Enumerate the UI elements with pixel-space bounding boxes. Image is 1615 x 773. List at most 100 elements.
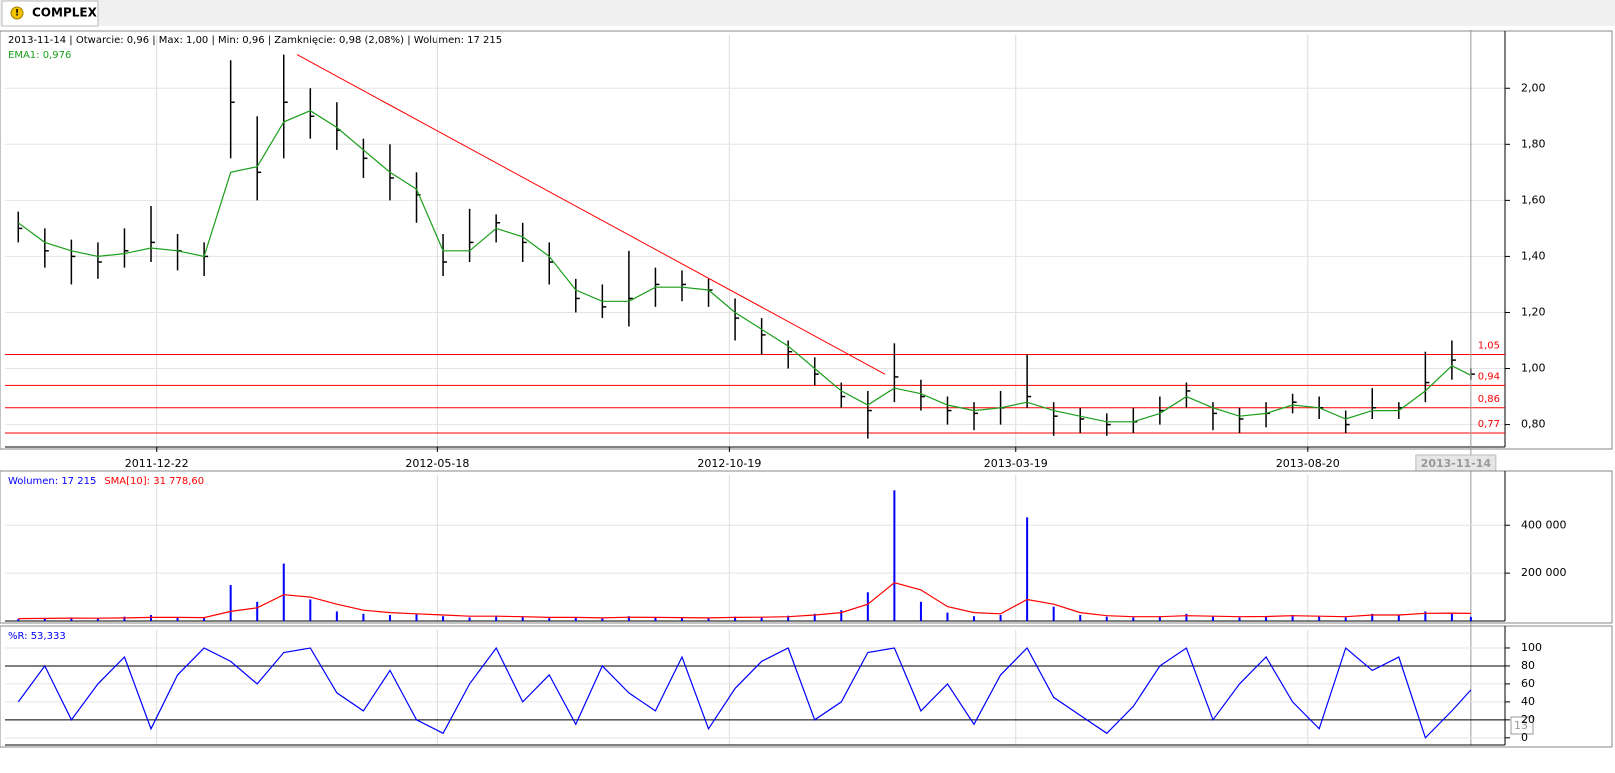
level-label: 0,86: [1478, 394, 1500, 405]
level-label: 1,05: [1478, 341, 1500, 352]
volume-bar: [468, 617, 471, 621]
volume-bar: [1238, 617, 1241, 621]
level-label: 0,77: [1478, 419, 1500, 430]
volume-bar: [707, 618, 710, 621]
volume-bar: [1424, 611, 1427, 621]
volume-bar: [176, 617, 179, 621]
volume-bar: [150, 615, 153, 621]
volume-bar: [17, 619, 20, 621]
volume-bar: [548, 618, 551, 621]
series-line: [17, 110, 1472, 423]
volume-bar: [787, 615, 790, 621]
volume-bar: [1371, 613, 1374, 621]
volume-bar: [309, 599, 312, 621]
volume-bar: [1318, 616, 1321, 621]
volume-bar: [1026, 517, 1029, 621]
volume-bar: [601, 618, 604, 621]
y-tick-label: 1,60: [1521, 193, 1546, 206]
trend-line: [296, 54, 886, 375]
volume-bar: [415, 614, 418, 621]
volume-bar: [495, 615, 498, 621]
volume-bar: [335, 611, 338, 621]
volume-bar: [203, 618, 206, 621]
legend-entry: %R: 53,333: [8, 631, 66, 642]
x-tick-label: 2012-05-18: [405, 457, 469, 470]
volume-bar: [1450, 612, 1453, 621]
volume-bar: [946, 612, 949, 621]
volume-bar: [919, 601, 922, 621]
x-tick-label: 2011-12-22: [125, 457, 189, 470]
y-tick-label: 1,00: [1521, 362, 1546, 375]
volume-bar: [70, 617, 73, 621]
volume-bar: [1052, 606, 1055, 621]
cursor-label: 2013-11-14: [1421, 457, 1492, 470]
panel: [0, 30, 1613, 450]
volume-bar: [813, 613, 816, 621]
volume-bar: [1132, 617, 1135, 621]
corner-label: 13: [1514, 719, 1528, 732]
volume-bar: [1105, 616, 1108, 621]
level-label: 0,94: [1478, 371, 1500, 382]
volume-bar: [1469, 616, 1472, 621]
y-tick-label: 400 000: [1521, 518, 1567, 531]
volume-bar: [1211, 616, 1214, 621]
volume-bar: [96, 618, 99, 621]
legend-entry: SMA[10]: 31 778,60: [104, 476, 204, 487]
warning-mark: !: [15, 9, 19, 19]
volume-bar: [1291, 615, 1294, 621]
y-tick-label: 1,80: [1521, 137, 1546, 150]
volume-bar: [574, 617, 577, 621]
volume-bar: [229, 585, 232, 621]
volume-bar: [627, 616, 630, 621]
x-tick-label: 2013-03-19: [984, 457, 1048, 470]
y-tick-label: 100: [1521, 641, 1542, 654]
volume-bar: [282, 563, 285, 621]
volume-bar: [680, 618, 683, 621]
volume-bar: [388, 615, 391, 621]
volume-bar: [840, 610, 843, 621]
x-tick-label: 2012-10-19: [697, 457, 761, 470]
y-tick-label: 40: [1521, 695, 1535, 708]
series-line: [18, 582, 1471, 620]
panel: [0, 625, 1613, 748]
volume-bar: [866, 592, 869, 621]
y-tick-label: 20: [1521, 713, 1535, 726]
y-tick-label: 0,80: [1521, 418, 1546, 431]
series-line: [17, 646, 1472, 739]
volume-bar: [760, 617, 763, 621]
x-tick-label: 2013-08-20: [1276, 457, 1340, 470]
warning-icon: [10, 6, 24, 20]
y-tick-label: 200 000: [1521, 566, 1567, 579]
legend-entry: Wolumen: 17 215: [8, 476, 96, 487]
volume-bar: [734, 616, 737, 621]
volume-bar: [893, 490, 896, 621]
info-line: 2013-11-14 | Otwarcie: 0,96 | Max: 1,00 …: [8, 35, 502, 46]
volume-bar: [362, 613, 365, 621]
volume-bar: [43, 618, 46, 621]
volume-bar: [1344, 617, 1347, 621]
y-tick-label: 2,00: [1521, 81, 1546, 94]
tab-title[interactable]: COMPLEX: [32, 6, 98, 20]
y-tick-label: 1,40: [1521, 249, 1546, 262]
volume-bar: [999, 615, 1002, 621]
volume-bar: [123, 616, 126, 621]
volume-bar: [654, 617, 657, 621]
volume-bar: [1397, 615, 1400, 621]
legend-entry: EMA1: 0,976: [8, 50, 71, 61]
volume-bar: [1158, 616, 1161, 621]
volume-bar: [973, 616, 976, 621]
volume-bar: [1265, 616, 1268, 621]
panel: [0, 470, 1613, 624]
y-tick-label: 0: [1521, 731, 1528, 744]
volume-bar: [1079, 615, 1082, 621]
volume-bar: [1185, 613, 1188, 621]
volume-bar: [442, 616, 445, 621]
tab-bar: [0, 0, 1615, 26]
y-tick-label: 80: [1521, 659, 1535, 672]
y-tick-label: 1,20: [1521, 305, 1546, 318]
volume-bar: [256, 601, 259, 621]
y-tick-label: 60: [1521, 677, 1535, 690]
corner-box: [1510, 716, 1534, 735]
